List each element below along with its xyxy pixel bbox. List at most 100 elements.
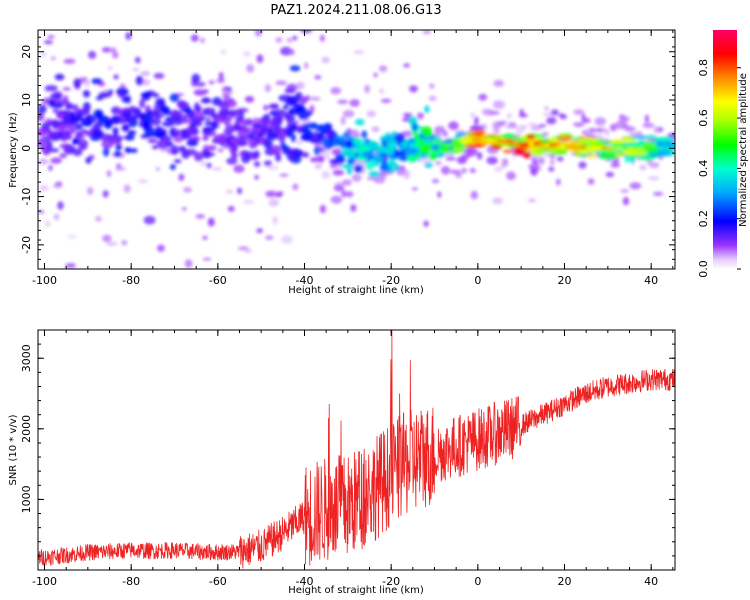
heat-cell (348, 149, 356, 159)
heat-cell (66, 113, 72, 123)
heat-cell (173, 159, 182, 164)
heat-cell (178, 173, 185, 181)
heat-cell (208, 80, 215, 85)
heat-cell (68, 126, 77, 134)
heat-cell (469, 167, 476, 174)
colorbar-gradient (713, 30, 737, 269)
heat-cell (348, 129, 359, 135)
heat-cell (191, 73, 201, 83)
heat-cell (330, 195, 343, 204)
heat-cell (502, 149, 514, 154)
heat-cell (43, 147, 50, 156)
heat-cell (263, 139, 273, 149)
heat-cell (257, 130, 266, 138)
heat-cell (331, 148, 344, 156)
heat-cell (314, 146, 320, 156)
heat-cell (429, 153, 437, 160)
heat-cell (207, 145, 217, 151)
heat-cell (113, 74, 119, 80)
heat-cell (621, 146, 629, 150)
heat-cell (132, 67, 139, 72)
heat-cell (443, 139, 454, 145)
heat-cell (124, 109, 132, 115)
heat-cell (380, 161, 388, 170)
heat-cell (50, 157, 62, 164)
heat-cell (345, 140, 353, 149)
heat-cell (631, 135, 650, 140)
heat-cell (548, 146, 559, 153)
heat-cell (408, 116, 418, 126)
heat-cell (200, 319, 206, 327)
heat-cell (216, 78, 225, 83)
heat-cell (386, 161, 398, 169)
heat-cell (326, 20, 332, 28)
tick-label: -100 (32, 274, 57, 287)
heat-cell (387, 141, 395, 149)
heat-cell (555, 178, 561, 186)
heat-cell (225, 189, 234, 194)
heat-cell (611, 139, 624, 144)
heat-cell (448, 121, 459, 131)
tick-label: 10 (20, 93, 33, 107)
heat-cell (207, 112, 217, 117)
heat-cell (345, 191, 354, 198)
heat-cell (186, 139, 199, 147)
heat-cell (652, 146, 660, 150)
heat-cell (190, 34, 199, 42)
heat-cell (155, 167, 160, 172)
heat-cell (107, 89, 113, 95)
heat-cell (264, 84, 271, 93)
heat-cell (123, 124, 130, 130)
tick-label: -60 (209, 274, 227, 287)
heat-cell (53, 213, 60, 220)
heat-cell (332, 169, 345, 176)
heat-cell (346, 158, 356, 165)
heat-cell (195, 214, 206, 219)
heat-cell (423, 220, 429, 227)
heat-cell (321, 56, 330, 64)
heat-cell (379, 170, 386, 178)
heat-cell (47, 35, 55, 39)
snr-y-ticks: 1000 2000 3000 (20, 329, 675, 557)
heat-cell (642, 122, 655, 128)
heat-cell (121, 96, 130, 103)
heat-cell (273, 109, 287, 117)
heat-cell (113, 150, 122, 158)
heat-cell (424, 162, 433, 169)
heat-cell (200, 6, 208, 15)
tick-label: 0 (474, 575, 481, 588)
tick-label: -20 (382, 575, 400, 588)
heat-cell (351, 173, 362, 182)
heat-cell (580, 145, 588, 149)
heat-cell (177, 101, 189, 109)
heat-cell (64, 143, 72, 154)
heat-cell (330, 87, 342, 95)
heat-cell (533, 142, 541, 146)
heat-cell (321, 170, 331, 179)
heat-cell (38, 104, 47, 114)
heat-cell (233, 124, 242, 132)
heat-cell (515, 125, 526, 134)
heat-cell (428, 95, 437, 101)
heat-cell (399, 150, 406, 155)
heat-cell (169, 93, 180, 102)
heat-cell (158, 105, 169, 114)
tick-label: -80 (122, 274, 140, 287)
heat-cell (44, 85, 58, 92)
heat-cell (205, 117, 211, 122)
heat-cell (450, 142, 458, 146)
heat-cell (181, 207, 187, 211)
heat-cell (342, 179, 352, 186)
heat-cell (176, 289, 188, 298)
heat-cell (433, 136, 442, 143)
heat-cell (147, 138, 158, 144)
heat-cell (278, 127, 288, 133)
heat-cell (137, 394, 148, 399)
heat-cell (280, 46, 292, 56)
heat-cell (599, 152, 617, 157)
heat-cell (629, 182, 642, 190)
heat-cell (507, 113, 512, 119)
heat-cell (605, 171, 615, 178)
heat-cell (38, 158, 49, 165)
heat-cell (377, 145, 389, 154)
